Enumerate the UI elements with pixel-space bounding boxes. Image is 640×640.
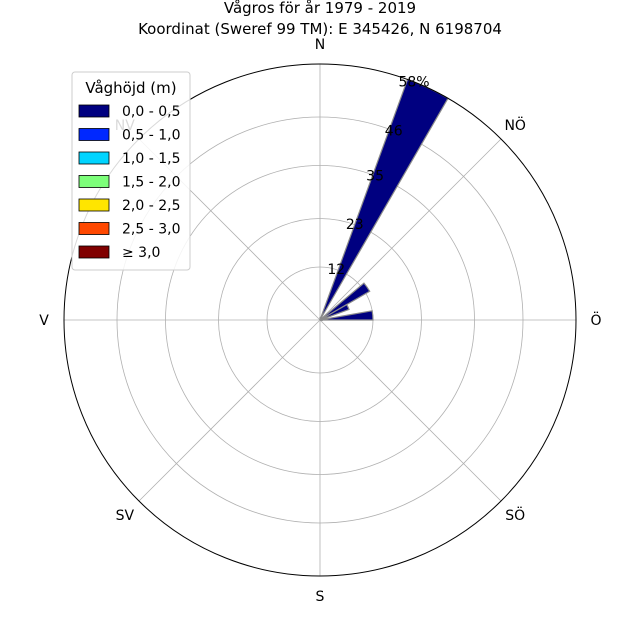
direction-label: Ö bbox=[590, 311, 601, 329]
legend-swatch bbox=[78, 198, 110, 212]
legend-swatch bbox=[78, 245, 110, 259]
spoke-line bbox=[138, 319, 321, 502]
direction-label: SV bbox=[116, 508, 135, 524]
legend-entry: 1,0 - 1,5 bbox=[122, 151, 180, 167]
legend-swatch bbox=[78, 175, 110, 188]
grid-ring bbox=[165, 165, 475, 475]
spoke-line bbox=[319, 138, 502, 321]
legend-swatch bbox=[78, 104, 110, 118]
grid-ring bbox=[116, 116, 524, 524]
legend-title: Våghöjd (m) bbox=[85, 79, 176, 97]
spoke-line bbox=[319, 319, 502, 502]
radial-tick-labels: 12 23 35 46 58% bbox=[327, 75, 429, 279]
polar-grid bbox=[64, 64, 576, 576]
legend-entry: 0,0 - 0,5 bbox=[122, 104, 180, 120]
rose-sector bbox=[319, 282, 371, 321]
polar-outline bbox=[63, 63, 577, 577]
legend-entry: 2,5 - 3,0 bbox=[122, 222, 180, 238]
polar-frame bbox=[63, 63, 577, 577]
grid-ring bbox=[218, 218, 422, 422]
radial-tick-label: 35 bbox=[366, 168, 384, 184]
radial-tick-label: 46 bbox=[385, 123, 403, 139]
legend-entry: ≥ 3,0 bbox=[122, 245, 160, 261]
direction-label: S bbox=[316, 589, 325, 605]
direction-label: NÖ bbox=[504, 116, 526, 134]
rose-sector bbox=[319, 78, 449, 321]
rose-sector bbox=[319, 310, 374, 321]
legend-entry: 0,5 - 1,0 bbox=[122, 128, 180, 144]
legend-entry: 2,0 - 2,5 bbox=[122, 198, 180, 214]
legend: Våghöjd (m) 0,0 - 0,5 0,5 - 1,0 1,0 - 1,5 1,… bbox=[71, 71, 191, 271]
radial-tick-label: 23 bbox=[346, 217, 364, 233]
chart-subtitle: Koordinat (Sweref 99 TM): E 345426, N 61… bbox=[138, 20, 502, 38]
rose-sectors bbox=[319, 78, 449, 322]
radial-tick-label: 58% bbox=[398, 75, 429, 91]
legend-swatch bbox=[78, 128, 110, 141]
radial-tick-label: 12 bbox=[327, 262, 345, 278]
legend-swatch bbox=[78, 151, 110, 165]
legend-box bbox=[71, 71, 191, 271]
rose-sector bbox=[319, 303, 350, 321]
direction-label: SÖ bbox=[505, 506, 525, 524]
legend-swatch bbox=[78, 222, 110, 235]
direction-label: V bbox=[39, 313, 49, 329]
chart-title: Vågros för år 1979 - 2019 bbox=[224, 0, 416, 17]
legend-entry: 1,5 - 2,0 bbox=[122, 175, 180, 191]
direction-label: N bbox=[315, 37, 325, 53]
